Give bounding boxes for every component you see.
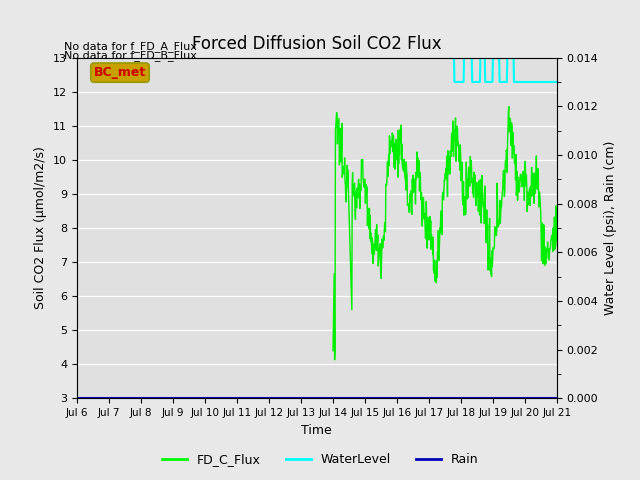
Title: Forced Diffusion Soil CO2 Flux: Forced Diffusion Soil CO2 Flux (192, 35, 442, 53)
Y-axis label: Soil CO2 Flux (μmol/m2/s): Soil CO2 Flux (μmol/m2/s) (35, 146, 47, 310)
Text: BC_met: BC_met (94, 66, 146, 79)
Text: No data for f_FD_B_Flux: No data for f_FD_B_Flux (64, 50, 197, 61)
Y-axis label: Water Level (psi), Rain (cm): Water Level (psi), Rain (cm) (604, 141, 617, 315)
Text: No data for f_FD_A_Flux: No data for f_FD_A_Flux (64, 41, 197, 52)
Legend: FD_C_Flux, WaterLevel, Rain: FD_C_Flux, WaterLevel, Rain (157, 448, 483, 471)
X-axis label: Time: Time (301, 424, 332, 437)
